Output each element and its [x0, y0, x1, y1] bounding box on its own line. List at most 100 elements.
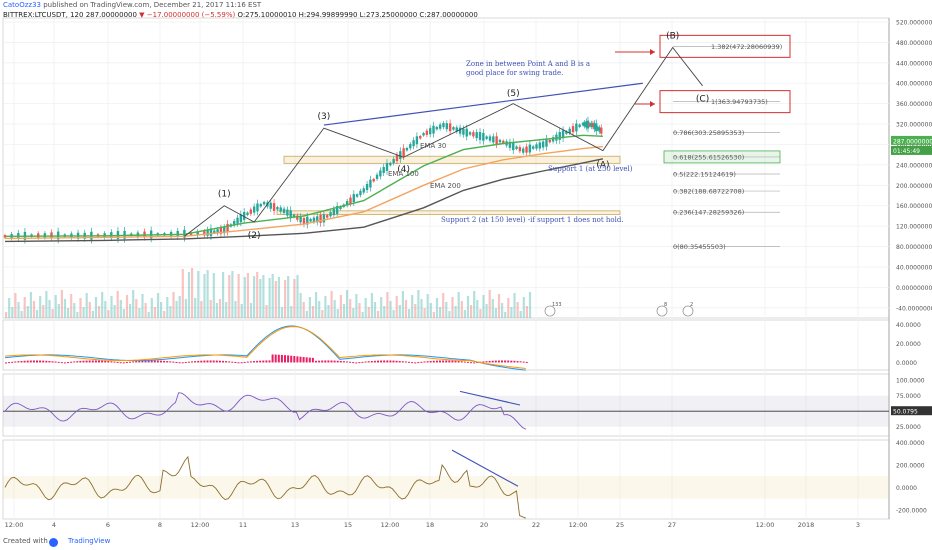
volume-bar — [491, 299, 494, 318]
macd-histogram-bar — [94, 360, 97, 363]
volume-bar — [389, 301, 392, 318]
x-tick-label: 27 — [668, 521, 676, 529]
price-candle — [598, 127, 601, 132]
volume-bar — [246, 273, 249, 318]
volume-bar — [119, 300, 122, 318]
tradingview-link[interactable]: TradingView — [68, 537, 111, 545]
price-candle — [588, 123, 591, 126]
price-tick-label: 400.00000000 — [896, 81, 932, 88]
volume-bar — [51, 309, 54, 318]
macd-histogram-bar — [389, 360, 392, 363]
macd-histogram-bar — [271, 354, 274, 363]
wave-label: (A) — [596, 161, 609, 171]
macd-histogram-bar — [150, 360, 153, 363]
volume-bar — [528, 292, 532, 318]
volume-bar — [234, 301, 237, 318]
symbol-text: BITTREX:LTCUSDT, 120 — [3, 11, 84, 19]
macd-histogram-bar — [79, 360, 82, 363]
price-candle — [372, 178, 375, 182]
volume-bar — [113, 305, 116, 318]
volume-bar — [386, 292, 389, 318]
volume-bar — [26, 306, 29, 318]
volume-bar — [308, 297, 311, 318]
price-candle — [246, 212, 249, 216]
volume-bar — [141, 294, 144, 318]
macd-histogram-bar — [144, 360, 147, 363]
volume-bar — [501, 303, 504, 318]
volume-bar — [122, 309, 125, 318]
volume-bar — [358, 303, 361, 318]
macd-histogram-bar — [228, 361, 231, 363]
x-tick-label: 8 — [158, 521, 162, 529]
price-tick-label: 40.00000000 — [896, 264, 932, 271]
volume-bar — [404, 300, 408, 318]
macd-histogram-bar — [423, 361, 426, 363]
volume-bar — [522, 297, 525, 318]
volume-bar — [333, 300, 336, 318]
volume-bar — [240, 304, 243, 318]
volume-bar — [280, 307, 284, 318]
macd-histogram-bar — [215, 360, 218, 363]
macd-histogram-bar — [45, 360, 48, 363]
volume-bar — [54, 295, 57, 318]
volume-bar — [479, 309, 482, 318]
macd-histogram-bar — [287, 355, 290, 363]
macd-histogram-bar — [184, 361, 187, 363]
cci-divergence-line — [451, 449, 519, 487]
price-candle — [223, 227, 226, 234]
price-candle — [498, 139, 502, 143]
cci-tick-label: 200.0000 — [896, 462, 925, 469]
macd-histogram-bar — [284, 355, 286, 363]
volume-bar — [460, 301, 463, 318]
price-candle — [239, 214, 243, 223]
price-candle — [442, 122, 445, 128]
macd-histogram-bar — [404, 361, 407, 363]
volume-bar — [516, 302, 519, 318]
price-candle — [392, 158, 395, 164]
macd-histogram-bar — [17, 361, 20, 363]
macd-histogram-bar — [324, 360, 327, 363]
macd-histogram-bar — [76, 361, 79, 363]
author-link[interactable]: CatoOzz33 — [3, 1, 41, 9]
macd-histogram-bar — [88, 360, 91, 363]
x-tick-label: 12:00 — [381, 521, 400, 529]
price-candle — [319, 214, 322, 223]
volume-bar — [222, 272, 225, 318]
rsi-divergence-line — [459, 390, 521, 406]
macd-histogram-bar — [280, 354, 283, 363]
macd-histogram-bar — [172, 361, 175, 363]
macd-histogram-bar — [392, 360, 395, 363]
rsi-tick-label: 75.0000 — [896, 393, 921, 400]
volume-bar — [380, 297, 383, 318]
event-badge-count: 133 — [552, 302, 562, 308]
volume-bar — [417, 290, 420, 318]
volume-bar — [200, 301, 203, 318]
price-candle — [262, 201, 266, 205]
x-tick-label: 22 — [532, 521, 540, 529]
macd-histogram-bar — [398, 360, 401, 363]
volume-bar — [70, 294, 73, 318]
macd-histogram-bar — [408, 361, 410, 363]
price-candle — [402, 148, 405, 157]
volume-bar — [271, 274, 274, 318]
volume-bar — [187, 272, 191, 318]
price-candle — [422, 133, 425, 136]
macd-histogram-bar — [73, 361, 76, 363]
cci-tick-label: 0.0000 — [896, 485, 917, 492]
macd-histogram-bar — [414, 362, 417, 364]
macd-histogram-bar — [513, 360, 516, 363]
macd-histogram-bar — [352, 362, 355, 364]
fib-level-label: 1.382(472.28060939) — [711, 43, 782, 51]
volume-bar — [256, 272, 259, 318]
macd-histogram-bar — [302, 357, 305, 363]
fib-level-label: 0(80.35455503) — [673, 243, 726, 251]
volume-bar — [29, 292, 32, 318]
last-price-label: 287.00000000 — [893, 138, 932, 145]
macd-histogram-bar — [299, 356, 302, 363]
volume-bar — [209, 300, 212, 318]
macd-histogram-bar — [166, 361, 169, 363]
price-candle — [326, 215, 329, 218]
volume-bar — [287, 276, 290, 318]
volume-bar — [218, 299, 222, 318]
